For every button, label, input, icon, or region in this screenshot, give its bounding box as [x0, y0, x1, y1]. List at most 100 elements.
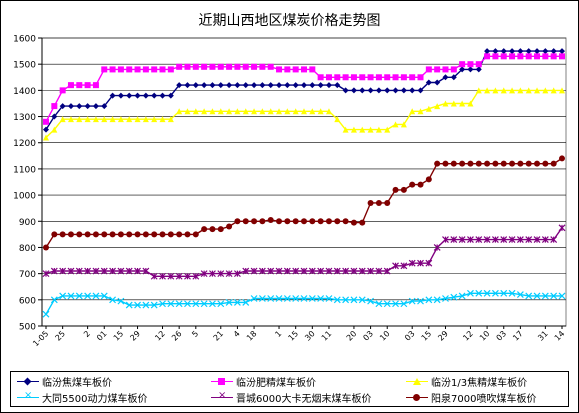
series-3-point	[176, 108, 183, 115]
series-1-point	[559, 48, 565, 55]
series-6-point	[159, 231, 166, 238]
series-4-point	[258, 295, 266, 302]
series-5-point	[267, 267, 275, 275]
series-3-point	[201, 108, 208, 115]
series-4-point	[325, 295, 333, 302]
series-6-point	[176, 231, 183, 238]
x-tick-label: 10	[378, 329, 392, 343]
series-3-point	[301, 108, 307, 115]
series-3-point	[400, 121, 407, 128]
series-1-point	[67, 103, 74, 110]
series-1-point	[76, 103, 83, 110]
series-3-point	[417, 108, 424, 115]
x-tick-label: 29	[128, 329, 142, 343]
series-3-point	[467, 100, 474, 107]
legend-swatch	[406, 393, 428, 401]
series-1-point	[384, 87, 391, 94]
series-4-point	[42, 310, 50, 318]
series-1-point	[542, 48, 549, 55]
x-tick-label: 15	[420, 329, 434, 343]
series-6-point	[384, 199, 391, 206]
series-6-point	[234, 218, 241, 225]
series-2-point	[559, 53, 565, 60]
series-4-point	[317, 295, 325, 302]
x-tick-label: 03	[495, 329, 509, 343]
x-tick-label: 03	[361, 329, 375, 343]
series-3-point	[517, 87, 524, 94]
series-1-point	[400, 87, 407, 94]
legend-item-6: 阳泉7000喷吹煤车板价	[406, 390, 536, 406]
series-5-point	[375, 267, 383, 275]
series-6-point	[325, 218, 332, 225]
series-5-point	[500, 236, 508, 244]
plot-background	[41, 37, 567, 327]
series-2-point	[384, 74, 391, 81]
series-5-point	[450, 236, 458, 244]
series-4-point	[541, 292, 549, 300]
series-2-point	[450, 66, 457, 73]
series-1-point	[492, 48, 499, 55]
legend-swatch: ×	[211, 390, 233, 401]
series-5-point	[442, 236, 449, 244]
series-4-point	[483, 289, 491, 297]
series-4-point	[92, 292, 100, 300]
series-3-point	[350, 126, 357, 133]
series-5-point	[242, 267, 250, 275]
series-2-point	[467, 61, 474, 68]
series-6-point	[184, 231, 191, 238]
series-3-point	[226, 108, 233, 115]
series-4-point	[508, 289, 516, 297]
series-5-point	[417, 259, 424, 267]
legend: 临汾焦煤车板价 临汾肥精煤车板价 临汾1/3焦精煤车板价 × 大同5500动力煤车板价 ×…	[10, 371, 569, 407]
series-1-point	[201, 82, 208, 89]
series-4-point	[59, 292, 67, 300]
series-6-point	[392, 186, 399, 193]
series-2-point	[151, 66, 158, 73]
series-3-point	[84, 116, 91, 123]
series-3-point	[534, 87, 541, 94]
series-6-point	[534, 160, 541, 167]
series-3-point	[342, 126, 349, 133]
series-6-point	[151, 231, 158, 238]
series-6-point	[242, 218, 249, 225]
series-6-point	[400, 186, 407, 193]
series-1-point	[234, 82, 241, 89]
series-4-point	[217, 300, 225, 308]
series-3-point	[392, 121, 399, 128]
series-2-point	[409, 74, 416, 81]
legend-marker-triangle	[413, 377, 421, 385]
series-6-point	[101, 231, 108, 238]
series-5-point	[50, 267, 58, 275]
series-1-point	[509, 48, 516, 55]
series-5-point	[134, 267, 141, 275]
x-tick-label: 21	[212, 329, 226, 343]
series-3-point	[325, 108, 332, 115]
series-3-point	[309, 108, 316, 115]
series-2-point	[51, 103, 58, 110]
series-5-point	[100, 267, 108, 275]
x-tick-label: 10	[478, 329, 492, 343]
legend-item-5: × 晋城6000大卡无烟末煤车板价	[211, 390, 371, 406]
legend-marker-diamond	[23, 377, 32, 386]
y-tick-label: 600	[19, 296, 36, 306]
series-2-point	[142, 66, 149, 73]
series-4-point	[533, 292, 541, 300]
series-3-point	[151, 116, 158, 123]
series-2-point	[500, 53, 507, 60]
series-2-point	[126, 66, 133, 73]
series-6-point	[259, 218, 266, 225]
x-tick-label: 31	[536, 329, 550, 343]
series-2-point	[525, 53, 532, 60]
series-1-point	[267, 82, 274, 89]
series-1-point	[525, 48, 532, 55]
series-4-point	[425, 296, 433, 304]
series-4-point	[300, 295, 308, 302]
series-4-point	[242, 299, 250, 306]
series-1-point	[101, 103, 108, 110]
series-1-point	[209, 82, 216, 89]
series-5-point	[275, 267, 283, 275]
series-1-point	[276, 82, 283, 89]
y-tick-label: 1100	[13, 165, 36, 175]
x-tick-label: 14	[553, 329, 567, 343]
series-5-point	[358, 267, 366, 275]
